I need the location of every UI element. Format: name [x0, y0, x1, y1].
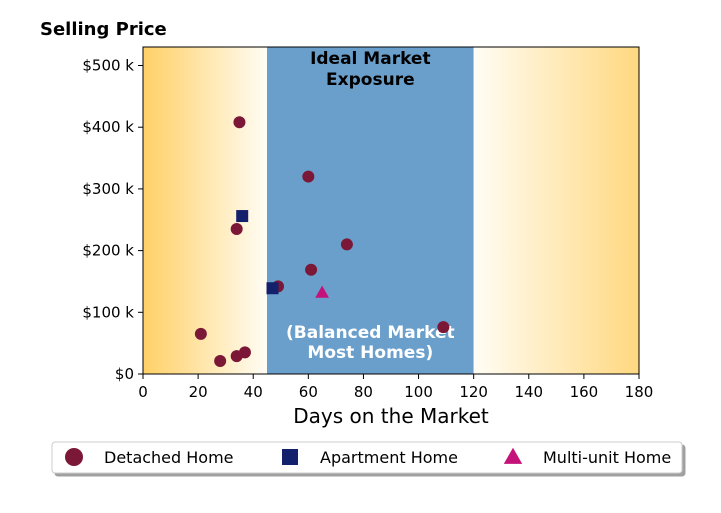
point-detached-home-10	[214, 355, 227, 368]
plot-frame	[142, 46, 640, 375]
legend-box	[51, 441, 683, 474]
y-axis: $0 $100 k $200 k $300 k $400 k $500 k	[82, 57, 143, 383]
legend-label-detached-home: Detached Home	[104, 448, 234, 467]
x-tick-label-8: 160	[570, 383, 599, 401]
x-tick-label-2: 40	[244, 383, 263, 401]
point-multi-unit-home-0	[315, 285, 330, 298]
point-detached-home-1	[302, 170, 315, 183]
legend-label-apartment-home: Apartment Home	[320, 448, 458, 467]
y-tick-label-4: $400 k	[82, 118, 134, 136]
band-1	[267, 47, 474, 374]
x-tick-label-6: 120	[459, 383, 488, 401]
data-points	[194, 116, 450, 368]
legend-label-multi-unit-home: Multi-unit Home	[543, 448, 671, 467]
y-tick-label-2: $200 k	[82, 242, 134, 260]
point-detached-home-4	[305, 263, 318, 276]
legend-marker-multi-unit-home	[503, 447, 523, 464]
band-bottom-label-line-0: (Balanced Market	[286, 323, 455, 343]
band-top-label-line-1: Exposure	[326, 70, 415, 90]
legend-marker-apartment-home	[282, 449, 298, 465]
band-2	[473, 47, 639, 374]
y-tick-label-5: $500 k	[82, 57, 134, 75]
point-detached-home-7	[437, 321, 450, 334]
x-tick-label-9: 180	[625, 383, 654, 401]
point-apartment-home-0	[236, 210, 249, 223]
band-bottom-label-line-1: Most Homes)	[307, 343, 433, 363]
x-tick-label-0: 0	[138, 383, 148, 401]
point-detached-home-9	[230, 350, 243, 363]
y-tick-label-3: $300 k	[82, 180, 134, 198]
y-tick-label-0: $0	[115, 365, 134, 383]
x-axis-label: Days on the Market	[293, 404, 489, 428]
band-0	[143, 47, 267, 374]
legend-marker-detached-home	[65, 448, 83, 466]
x-tick-label-7: 140	[514, 383, 543, 401]
point-detached-home-2	[230, 223, 243, 236]
x-tick-label-4: 80	[354, 383, 373, 401]
x-tick-label-3: 60	[299, 383, 318, 401]
band-top-label-line-0: Ideal Market	[310, 49, 431, 69]
x-axis: 0 20 40 60 80 100 120 140 160 180	[138, 374, 653, 401]
legend: Detached Home Apartment Home Multi-unit Ho…	[51, 441, 683, 474]
chart-title: Selling Price	[40, 19, 167, 40]
x-tick-label-5: 100	[404, 383, 433, 401]
point-apartment-home-1	[266, 282, 279, 295]
background-bands	[143, 47, 639, 374]
point-detached-home-0	[233, 116, 246, 129]
point-detached-home-3	[340, 238, 353, 251]
x-tick-label-1: 20	[189, 383, 208, 401]
point-detached-home-6	[194, 327, 207, 340]
y-tick-label-1: $100 k	[82, 303, 134, 321]
